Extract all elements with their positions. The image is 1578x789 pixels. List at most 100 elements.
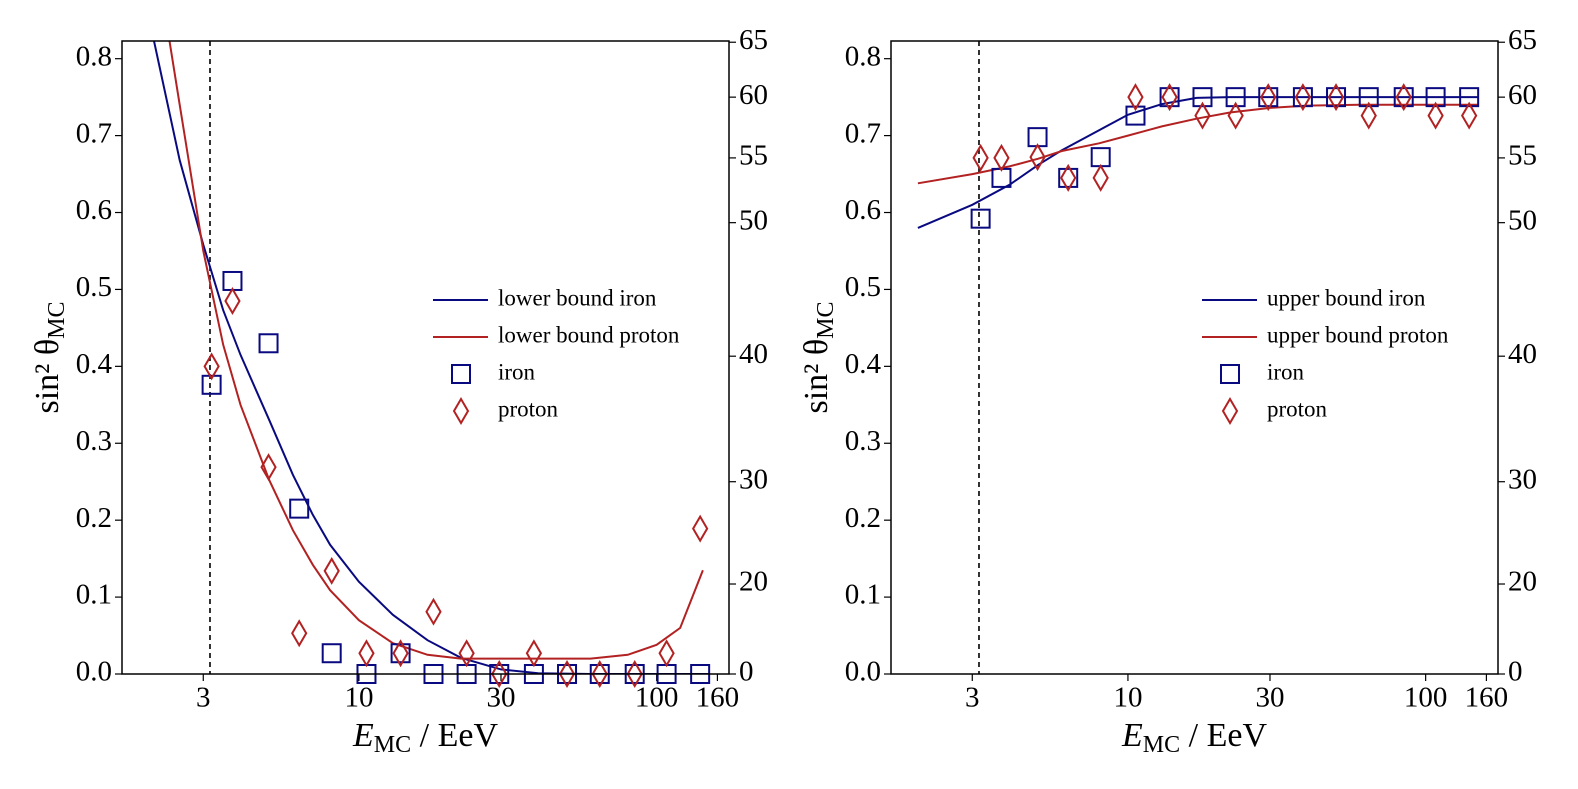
y-label-subscript: MC	[813, 301, 839, 338]
y-tick-label: 0.3	[76, 425, 112, 457]
y2-tick-label: 40	[739, 338, 768, 370]
diamond-marker	[1029, 143, 1046, 172]
y-tick-label: 0.3	[845, 425, 881, 457]
y-tick-label: 0.8	[845, 40, 881, 72]
diamond-marker	[224, 286, 241, 315]
y-axis-label: sin² θMC	[29, 301, 70, 413]
plot-area	[153, 41, 710, 674]
y2-tick-label: 30	[1508, 463, 1537, 495]
y-tick-label: 0.4	[76, 348, 113, 380]
y2-tick-label: 65	[1508, 24, 1537, 56]
x-tick-label: 100	[635, 682, 679, 714]
square-marker	[258, 333, 279, 354]
subplot: 0.0 0.1 0.2 0.3 0.4 0.5 0.6 0.7 0.8 0 20 30 40 50 55 60…	[798, 24, 1537, 758]
diamond-marker	[392, 639, 409, 668]
diamond-marker	[1060, 163, 1077, 192]
square-marker	[1326, 87, 1347, 108]
y-tick-label: 0.6	[76, 194, 112, 226]
fit-line	[917, 96, 1479, 229]
y2-tick-label: 20	[1508, 566, 1537, 598]
diamond-marker	[691, 514, 709, 543]
diamond-marker	[1227, 101, 1244, 130]
square-marker	[1192, 87, 1213, 108]
diamond-marker	[591, 660, 608, 688]
diamond-marker	[452, 397, 470, 425]
diamond-marker	[1221, 397, 1239, 425]
legend-label: proton	[1267, 396, 1328, 421]
square-marker	[1220, 364, 1240, 384]
diamond-marker	[323, 556, 340, 585]
diamond-marker	[1460, 101, 1478, 130]
y-tick-label: 0.7	[845, 117, 881, 149]
x-tick-label: 10	[344, 682, 373, 714]
diamond-marker	[1260, 83, 1277, 112]
legend-label: iron	[498, 359, 536, 384]
x-label-unit: / EeV	[411, 717, 498, 754]
y2-tick-label: 0	[1508, 656, 1523, 688]
diamond-marker	[1092, 163, 1109, 192]
y-axis-label: sin² θMC	[798, 301, 839, 413]
diamond-marker	[525, 639, 543, 668]
diamond-marker	[358, 639, 375, 668]
y2-tick-label: 40	[1508, 338, 1537, 370]
y-tick-label: 0.5	[76, 271, 112, 303]
y2-tick-label: 55	[739, 140, 768, 172]
square-marker	[1090, 147, 1111, 168]
square-marker	[1225, 87, 1246, 108]
y-label-symbol: sin² θ	[798, 339, 835, 414]
x-axis-label: EMC / EeV	[352, 717, 498, 758]
y2-tick-label: 50	[1508, 204, 1537, 236]
x-tick-label: 10	[1113, 682, 1142, 714]
square-marker	[1292, 87, 1313, 108]
diamond-marker	[458, 639, 475, 668]
y-label-symbol: sin² θ	[29, 339, 66, 414]
square-marker	[1425, 87, 1446, 108]
y2-tick-label: 60	[739, 79, 768, 111]
legend-label: lower bound proton	[498, 322, 680, 347]
square-marker	[1459, 87, 1480, 108]
diamond-marker	[1360, 101, 1377, 130]
subplot: 0.0 0.1 0.2 0.3 0.4 0.5 0.6 0.7 0.8 0 20 30 40 50 55 60…	[29, 24, 768, 758]
axes-frame	[121, 40, 730, 675]
y-tick-label: 0.5	[845, 271, 881, 303]
y-tick-label: 0.6	[845, 194, 881, 226]
legend-label: upper bound iron	[1267, 285, 1426, 310]
diamond-marker	[1194, 101, 1211, 130]
diamond-marker	[1327, 83, 1345, 112]
diamond-marker	[993, 143, 1010, 172]
x-tick-label: 3	[196, 682, 211, 714]
diamond-marker	[658, 639, 675, 668]
y2-tick-label: 20	[739, 566, 768, 598]
x-label-symbol: E	[352, 717, 374, 754]
square-marker	[1358, 87, 1379, 108]
y-tick-label: 0.4	[845, 348, 882, 380]
diamond-marker	[626, 660, 643, 688]
legend-label: lower bound iron	[498, 285, 657, 310]
x-axis-label: EMC / EeV	[1121, 717, 1267, 758]
y2-tick-label: 30	[739, 463, 768, 495]
diamond-marker	[972, 143, 989, 172]
fit-line	[917, 103, 1479, 185]
diamond-marker	[1427, 101, 1444, 130]
axes-frame	[890, 40, 1499, 675]
y-tick-label: 0.2	[76, 502, 112, 534]
y2-tick-label: 0	[739, 656, 754, 688]
square-marker	[1125, 105, 1146, 126]
diamond-marker	[291, 619, 308, 648]
square-marker	[970, 208, 991, 229]
x-label-subscript: MC	[1143, 732, 1180, 758]
legend-label: upper bound proton	[1267, 322, 1449, 347]
square-marker	[390, 643, 411, 664]
x-tick-label: 30	[486, 682, 515, 714]
x-label-symbol: E	[1121, 717, 1143, 754]
y2-tick-label: 50	[739, 204, 768, 236]
diamond-marker	[203, 352, 220, 381]
y-tick-label: 0.0	[845, 656, 881, 688]
diamond-marker	[558, 660, 576, 688]
y2-tick-label: 55	[1508, 140, 1537, 172]
y2-tick-label: 65	[739, 24, 768, 56]
square-marker	[1058, 167, 1079, 188]
diamond-marker	[1294, 83, 1312, 112]
square-marker	[321, 643, 342, 664]
